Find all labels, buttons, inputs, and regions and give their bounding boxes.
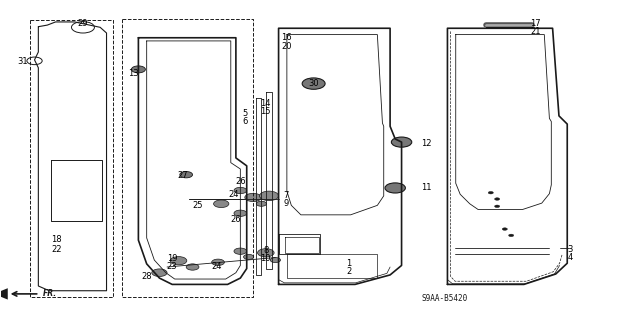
Text: 20: 20 — [281, 42, 291, 51]
Text: 29: 29 — [77, 19, 88, 28]
Text: 14: 14 — [260, 100, 271, 108]
Text: 5: 5 — [243, 109, 248, 118]
Circle shape — [488, 191, 493, 194]
Circle shape — [180, 172, 193, 178]
Circle shape — [245, 193, 261, 202]
Text: 19: 19 — [167, 254, 177, 263]
Text: 13: 13 — [128, 69, 139, 78]
Circle shape — [495, 198, 500, 200]
Circle shape — [270, 257, 280, 263]
Text: 30: 30 — [308, 79, 319, 88]
Text: 24: 24 — [228, 189, 239, 198]
Circle shape — [214, 200, 229, 208]
Text: 8: 8 — [263, 247, 269, 256]
Circle shape — [212, 259, 225, 265]
Text: FR.: FR. — [43, 289, 57, 298]
Text: 3: 3 — [568, 245, 573, 254]
Text: 12: 12 — [420, 139, 431, 148]
Text: 18: 18 — [51, 235, 62, 244]
Text: 6: 6 — [243, 117, 248, 126]
Text: 22: 22 — [52, 245, 62, 254]
Text: 26: 26 — [235, 177, 246, 186]
Circle shape — [502, 228, 508, 230]
Circle shape — [495, 205, 500, 208]
Circle shape — [186, 264, 199, 270]
Text: 16: 16 — [281, 33, 292, 42]
Circle shape — [234, 248, 246, 254]
Circle shape — [257, 249, 274, 257]
Text: 24: 24 — [211, 262, 222, 271]
Circle shape — [385, 183, 405, 193]
Text: 26: 26 — [230, 215, 241, 224]
Circle shape — [234, 187, 246, 194]
Circle shape — [234, 210, 246, 216]
Text: 15: 15 — [260, 107, 271, 116]
Circle shape — [392, 137, 412, 147]
Text: 11: 11 — [420, 183, 431, 192]
Text: 31: 31 — [17, 57, 28, 66]
Text: 25: 25 — [193, 201, 203, 210]
Circle shape — [509, 234, 514, 237]
Text: 17: 17 — [530, 19, 541, 28]
Circle shape — [259, 191, 278, 201]
Circle shape — [131, 66, 145, 73]
Text: 4: 4 — [568, 253, 573, 262]
Text: 7: 7 — [284, 191, 289, 200]
Text: S9AA-B5420: S9AA-B5420 — [422, 293, 468, 302]
Circle shape — [170, 256, 187, 265]
Text: 2: 2 — [346, 267, 351, 276]
Text: 10: 10 — [260, 254, 271, 263]
Circle shape — [256, 201, 266, 206]
Circle shape — [152, 269, 167, 277]
Text: 27: 27 — [178, 171, 188, 180]
Text: 28: 28 — [141, 272, 152, 281]
Polygon shape — [0, 288, 8, 300]
Text: 1: 1 — [346, 259, 351, 268]
Text: 23: 23 — [167, 262, 177, 271]
Circle shape — [244, 254, 253, 259]
Text: 21: 21 — [530, 27, 541, 36]
Text: 9: 9 — [284, 199, 289, 208]
Circle shape — [302, 78, 325, 89]
